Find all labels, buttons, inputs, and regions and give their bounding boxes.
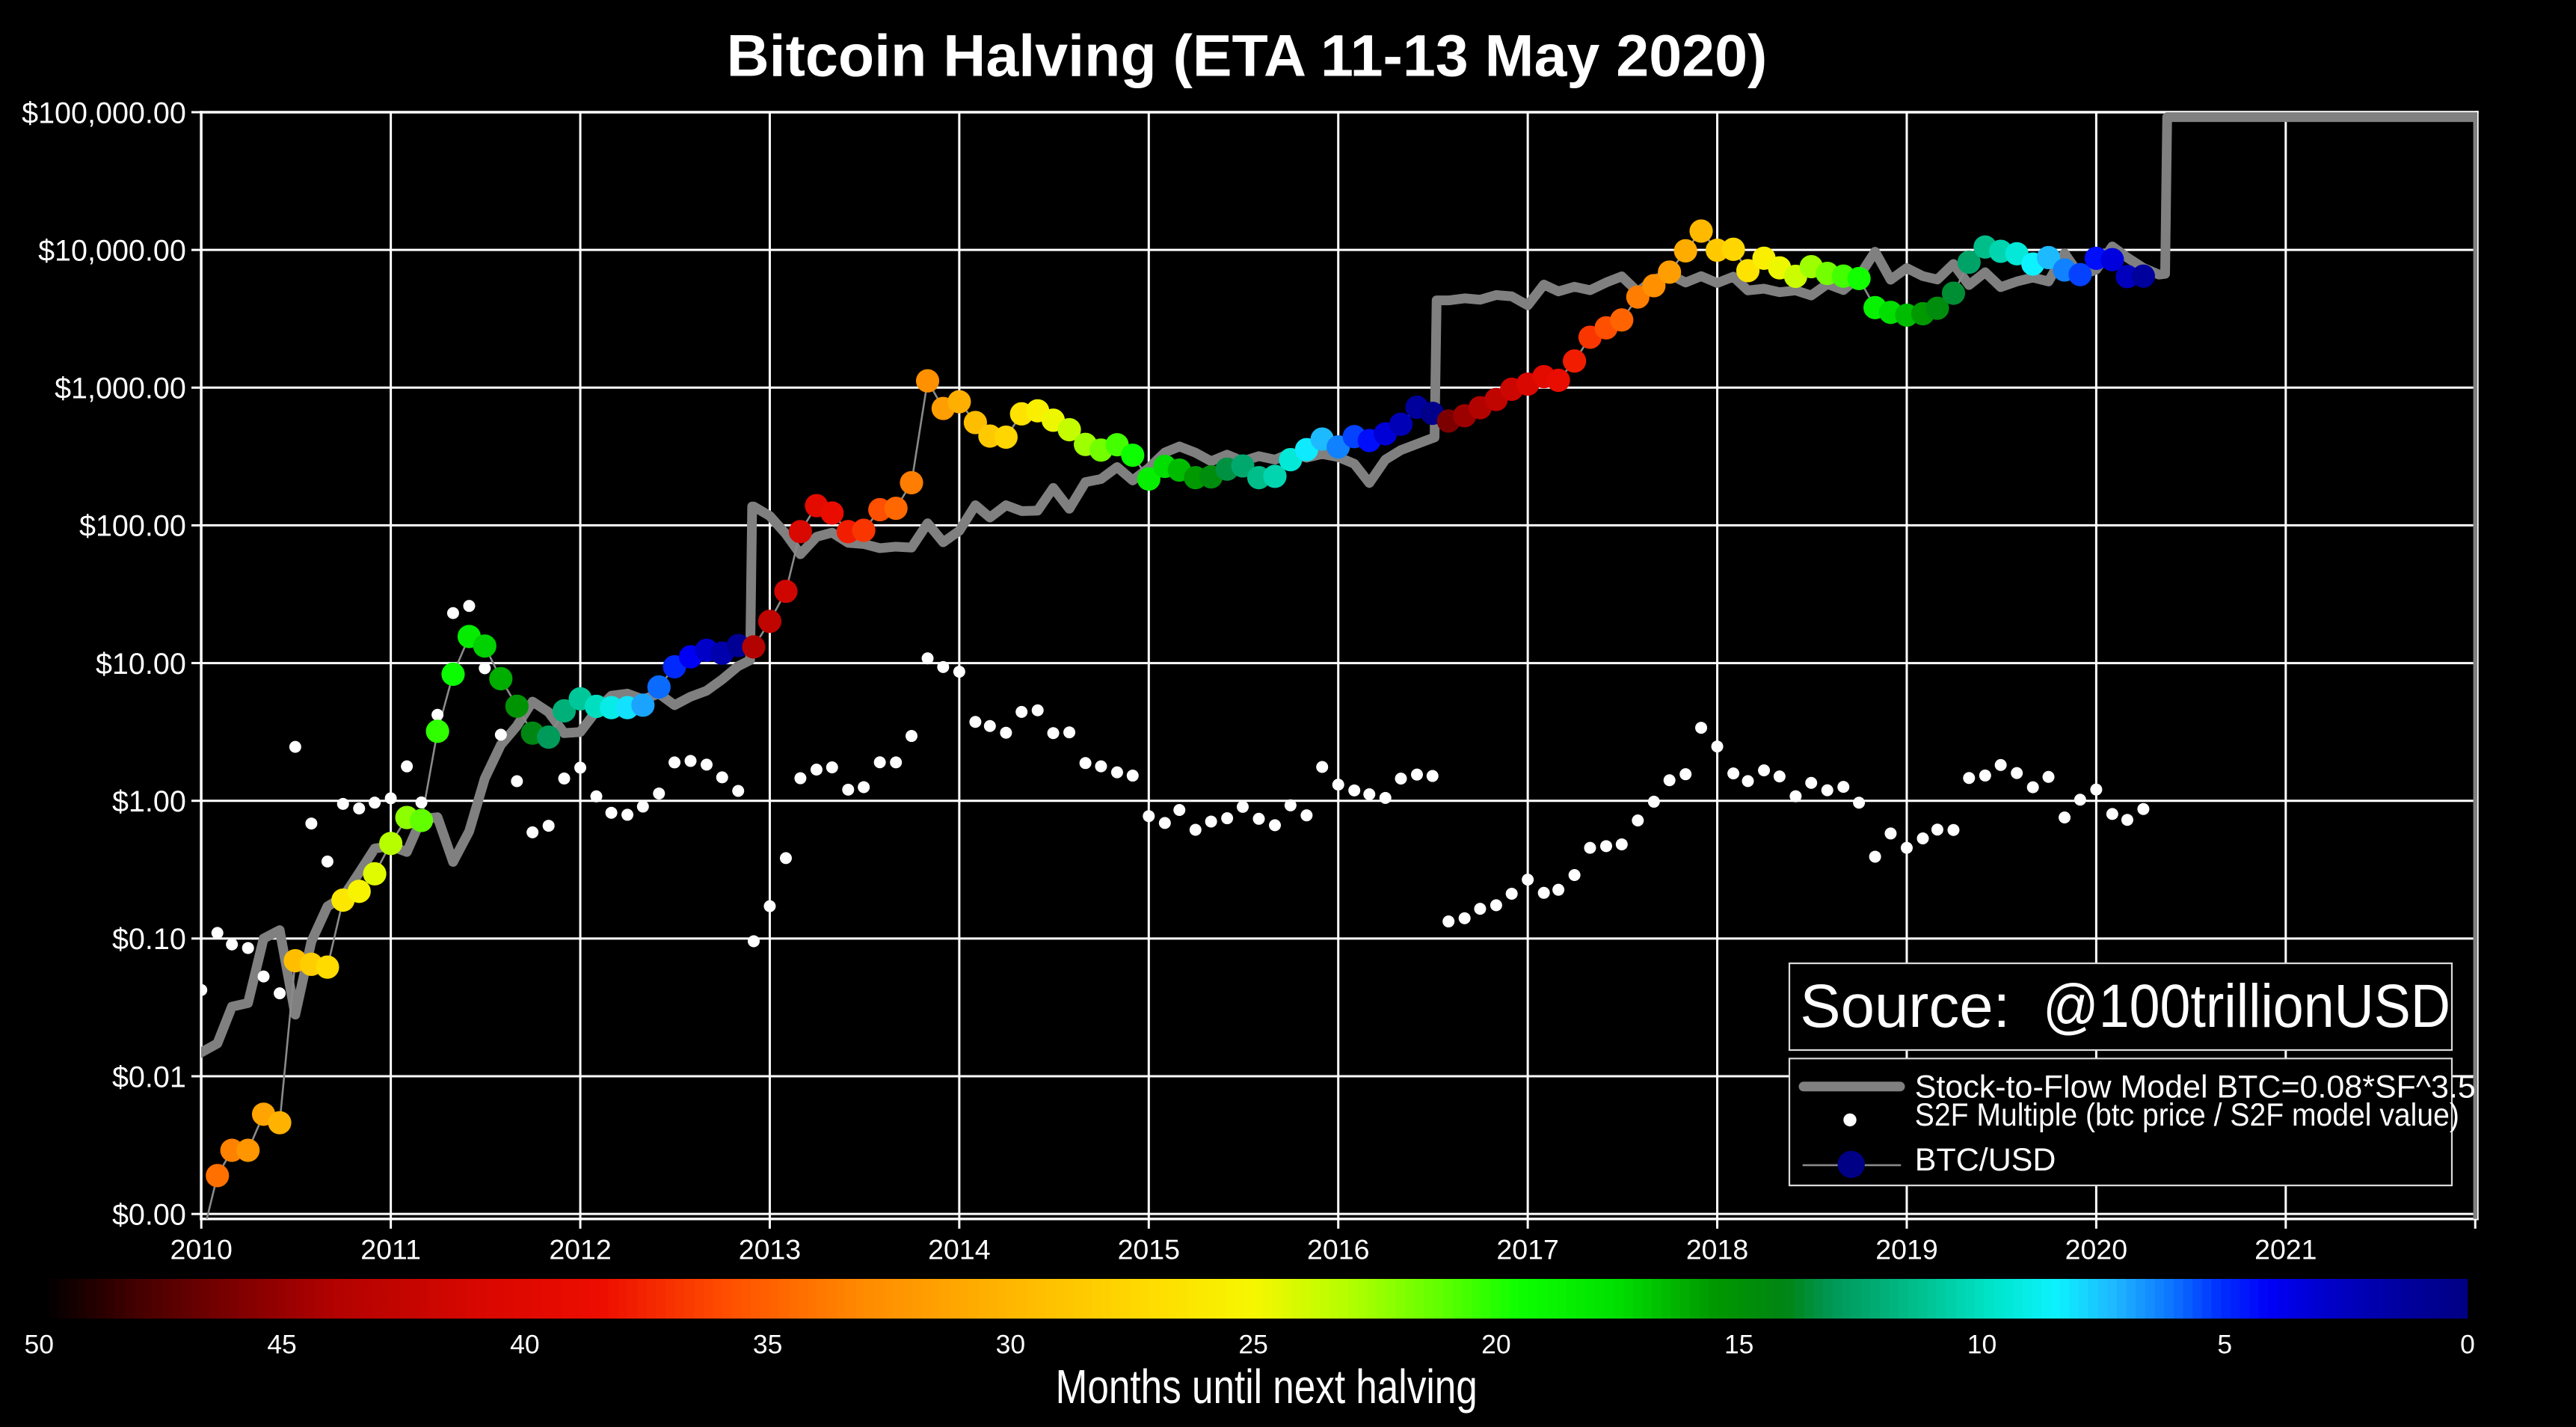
svg-text:45: 45 <box>267 1330 296 1360</box>
svg-text:2011: 2011 <box>360 1233 421 1265</box>
svg-text:2021: 2021 <box>2254 1233 2317 1265</box>
svg-text:2010: 2010 <box>170 1233 232 1265</box>
svg-text:2019: 2019 <box>1875 1233 1937 1265</box>
svg-text:Source:: Source: <box>1800 972 2010 1040</box>
svg-text:$100.00: $100.00 <box>79 510 186 543</box>
svg-text:2016: 2016 <box>1307 1233 1369 1265</box>
svg-text:15: 15 <box>1724 1330 1753 1360</box>
svg-text:2013: 2013 <box>739 1233 801 1265</box>
svg-text:$0.01: $0.01 <box>112 1061 186 1093</box>
svg-text:2015: 2015 <box>1118 1233 1180 1265</box>
svg-text:2020: 2020 <box>2065 1233 2127 1265</box>
svg-text:35: 35 <box>753 1330 782 1360</box>
svg-text:$1.00: $1.00 <box>112 785 186 818</box>
svg-text:0: 0 <box>2460 1330 2475 1360</box>
svg-text:2017: 2017 <box>1496 1233 1558 1265</box>
svg-text:25: 25 <box>1238 1330 1267 1360</box>
svg-text:S2F Multiple (btc price / S2F: S2F Multiple (btc price / S2F model valu… <box>1915 1097 2459 1133</box>
svg-text:2018: 2018 <box>1686 1233 1748 1265</box>
svg-text:Months until next halving: Months until next halving <box>1056 1360 1478 1414</box>
svg-text:$0.10: $0.10 <box>112 923 186 956</box>
svg-text:Bitcoin Halving (ETA 11-13 May: Bitcoin Halving (ETA 11-13 May 2020) <box>727 22 1768 88</box>
svg-text:20: 20 <box>1481 1330 1510 1360</box>
svg-text:BTC/USD: BTC/USD <box>1915 1142 2056 1178</box>
svg-text:5: 5 <box>2217 1330 2232 1360</box>
svg-text:Stock-to-Flow Model BTC=0.08*S: Stock-to-Flow Model BTC=0.08*SF^3.5 <box>1915 1070 2476 1105</box>
svg-text:50: 50 <box>25 1330 54 1360</box>
svg-text:10: 10 <box>1967 1330 1996 1360</box>
svg-text:$100,000.00: $100,000.00 <box>22 96 186 129</box>
svg-text:$0.00: $0.00 <box>112 1198 186 1231</box>
svg-text:40: 40 <box>510 1330 539 1360</box>
svg-text:@100trillionUSD: @100trillionUSD <box>2043 972 2450 1040</box>
svg-text:$1,000.00: $1,000.00 <box>55 372 186 405</box>
svg-text:$10.00: $10.00 <box>96 648 186 681</box>
svg-text:2012: 2012 <box>549 1233 611 1265</box>
svg-text:30: 30 <box>996 1330 1025 1360</box>
svg-text:2014: 2014 <box>928 1233 990 1265</box>
svg-text:$10,000.00: $10,000.00 <box>38 234 186 267</box>
